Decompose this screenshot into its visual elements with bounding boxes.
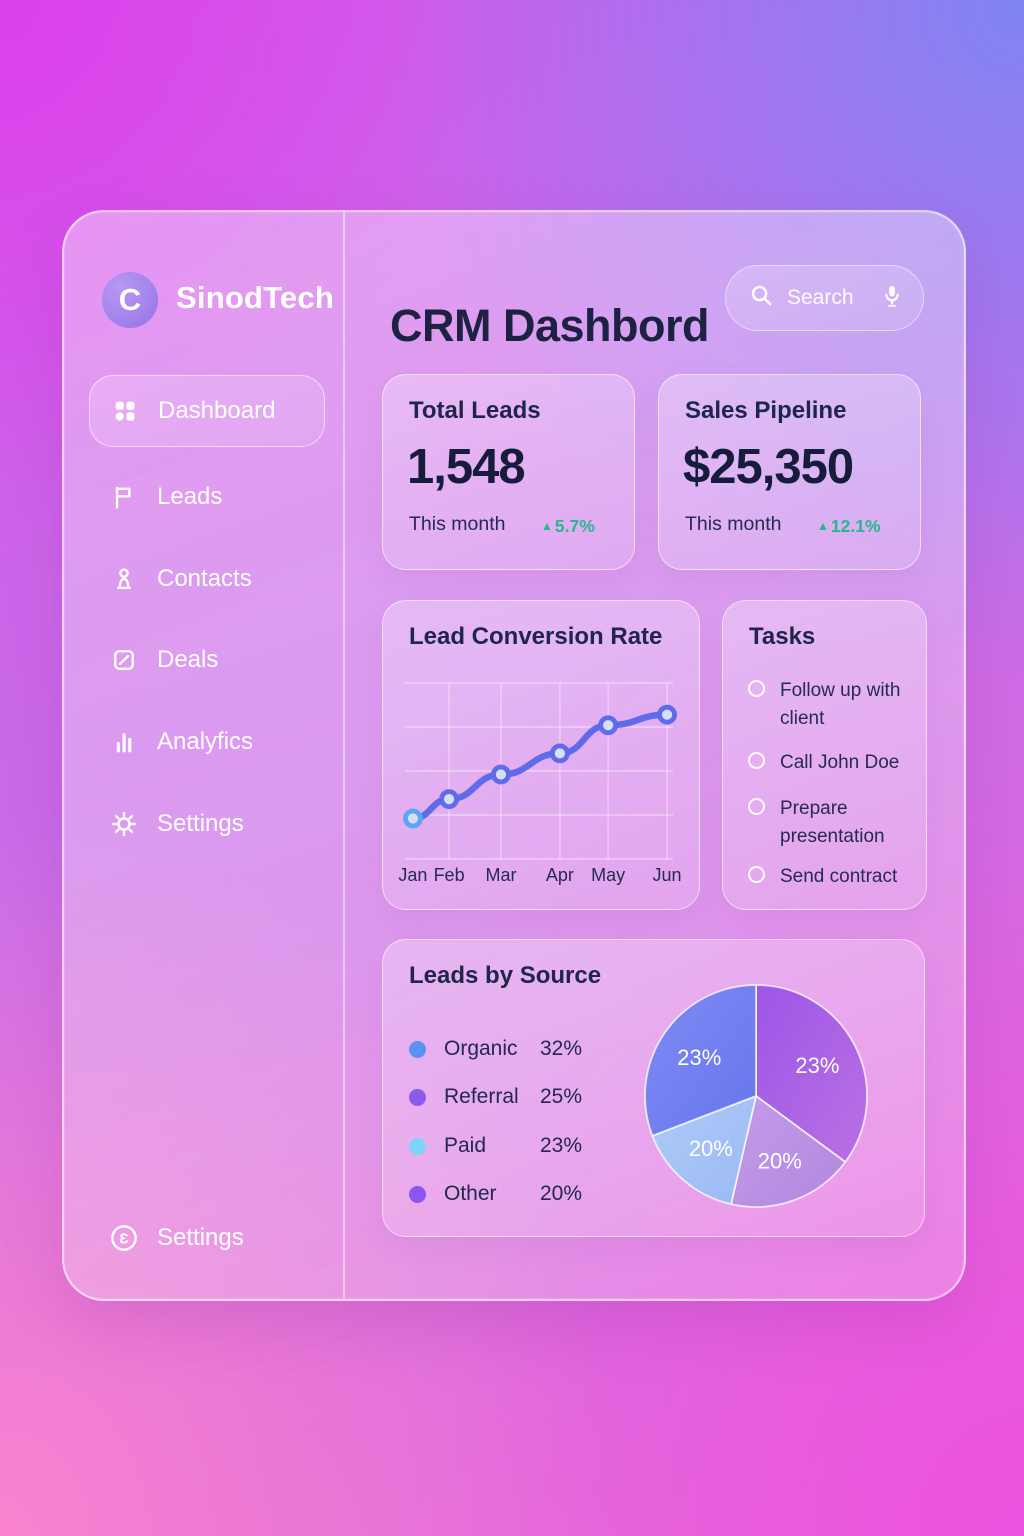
edit-icon <box>109 645 139 675</box>
legend-dot <box>409 1088 426 1106</box>
gear-icon <box>109 809 139 839</box>
legend-dot <box>409 1137 426 1155</box>
svg-text:23%: 23% <box>677 1045 721 1070</box>
svg-text:May: May <box>591 865 625 885</box>
sidebar-item-settings-footer[interactable]: Ɛ Settings <box>89 1202 325 1274</box>
stat-card-delta: ▲ 5.7% <box>541 516 595 537</box>
delta-up-icon: ▲ <box>541 519 553 533</box>
stat-card-title: Sales Pipeline <box>685 397 847 424</box>
sidebar-item-label: Settings <box>157 810 244 837</box>
legend-label: Organic <box>444 1037 518 1060</box>
page-title: CRM Dashbord <box>390 300 710 352</box>
total-leads-card: Total Leads 1,548 This month ▲ 5.7% <box>382 374 635 570</box>
svg-text:Feb: Feb <box>434 865 465 885</box>
svg-text:Apr: Apr <box>546 865 574 885</box>
microphone-icon[interactable] <box>879 283 905 314</box>
legend-label: Other <box>444 1182 497 1205</box>
search-placeholder-text: Search <box>787 286 854 309</box>
search-icon <box>748 282 775 314</box>
brand-name: SinodTech <box>176 280 334 315</box>
task-checkbox[interactable] <box>748 798 765 815</box>
task-label: Follow up with client <box>780 680 901 729</box>
task-label: Prepare presentation <box>780 798 885 847</box>
sidebar-item-leads[interactable]: Leads <box>89 461 325 533</box>
svg-text:Ɛ: Ɛ <box>119 1230 129 1247</box>
stat-card-value: $25,350 <box>683 440 854 494</box>
sidebar-item-label: Analyfics <box>157 728 254 755</box>
task-checkbox[interactable] <box>748 752 765 769</box>
svg-text:20%: 20% <box>758 1149 802 1174</box>
task-row: Prepare presentation <box>748 795 908 851</box>
task-label: Call John Doe <box>780 752 900 773</box>
task-row: Send contract <box>748 863 908 891</box>
legend-value: 25% <box>540 1085 583 1108</box>
tasks-card: Tasks Follow up with client Call John Do… <box>722 600 927 910</box>
sidebar-item-dashboard[interactable]: Dashboard <box>89 375 325 447</box>
stat-card-title: Total Leads <box>409 397 541 424</box>
svg-text:23%: 23% <box>795 1053 839 1078</box>
sidebar-item-deals[interactable]: Deals <box>89 624 325 696</box>
legend-label: Paid <box>444 1134 487 1157</box>
svg-text:Jun: Jun <box>653 865 682 885</box>
dashboard-panel: C SinodTech Dashboard <box>62 210 966 1301</box>
svg-text:20%: 20% <box>689 1136 733 1161</box>
stat-card-period: This month <box>409 513 506 535</box>
legend-dot <box>409 1040 426 1058</box>
legend-label: Referral <box>444 1085 519 1108</box>
sidebar-item-settings[interactable]: Settings <box>89 788 325 860</box>
task-checkbox[interactable] <box>748 866 765 883</box>
leads-by-source-card: Leads by Source Organic 32% Referral 25%… <box>382 939 925 1237</box>
legend-dot <box>409 1185 426 1203</box>
svg-text:Jan: Jan <box>398 865 427 885</box>
bars-icon <box>109 727 139 757</box>
sales-pipeline-card: Sales Pipeline $25,350 This month ▲ 12.1% <box>658 374 921 570</box>
legend-value: 23% <box>540 1134 583 1157</box>
sidebar-item-label: Dashboard <box>158 397 276 424</box>
search-bar[interactable]: Search <box>725 265 924 331</box>
stat-card-period: This month <box>685 513 782 535</box>
delta-value: 5.7% <box>554 516 595 536</box>
chart-title: Lead Conversion Rate <box>409 623 663 650</box>
delta-value: 12.1% <box>830 516 881 536</box>
task-row: Call John Doe <box>748 749 908 777</box>
legend-item-organic: Organic 32% <box>409 1036 582 1062</box>
delta-up-icon: ▲ <box>817 519 829 533</box>
sidebar-divider <box>343 212 345 1299</box>
legend-item-paid: Paid 23% <box>409 1133 582 1159</box>
legend-item-other: Other 20% <box>409 1181 582 1207</box>
dashboard-grid-icon <box>110 396 140 426</box>
flag-icon <box>109 482 139 512</box>
legend-value: 32% <box>540 1037 583 1060</box>
stat-card-delta: ▲ 12.1% <box>817 516 881 537</box>
brand-logo: C <box>102 272 158 328</box>
task-checkbox[interactable] <box>748 680 765 697</box>
sidebar-item-contacts[interactable]: Contacts <box>89 543 325 615</box>
task-label: Send contract <box>780 866 898 887</box>
task-row: Follow up with client <box>748 677 908 733</box>
sidebar-item-label: Settings <box>157 1224 244 1251</box>
stat-card-value: 1,548 <box>407 440 526 494</box>
lead-conversion-card: Lead Conversion Rate Jan Feb Mar Apr May Jun <box>382 600 700 910</box>
legend-item-referral: Referral 25% <box>409 1084 582 1110</box>
legend-value: 20% <box>540 1182 583 1205</box>
svg-text:Mar: Mar <box>485 865 516 885</box>
sidebar-item-label: Contacts <box>157 565 252 592</box>
sidebar-item-label: Deals <box>157 646 219 673</box>
brand-logo-letter: C <box>118 282 142 317</box>
sidebar-item-label: Leads <box>157 483 223 510</box>
lead-conversion-line-chart: Jan Feb Mar Apr May Jun <box>398 682 682 885</box>
tasks-title: Tasks <box>749 623 816 650</box>
source-title: Leads by Source <box>409 962 602 989</box>
sidebar-item-analytics[interactable]: Analyfics <box>89 706 325 778</box>
leads-by-source-pie-chart: 23% 20% 20% 23% <box>644 984 868 1208</box>
circled-e-icon: Ɛ <box>109 1223 139 1253</box>
person-icon <box>109 564 139 594</box>
